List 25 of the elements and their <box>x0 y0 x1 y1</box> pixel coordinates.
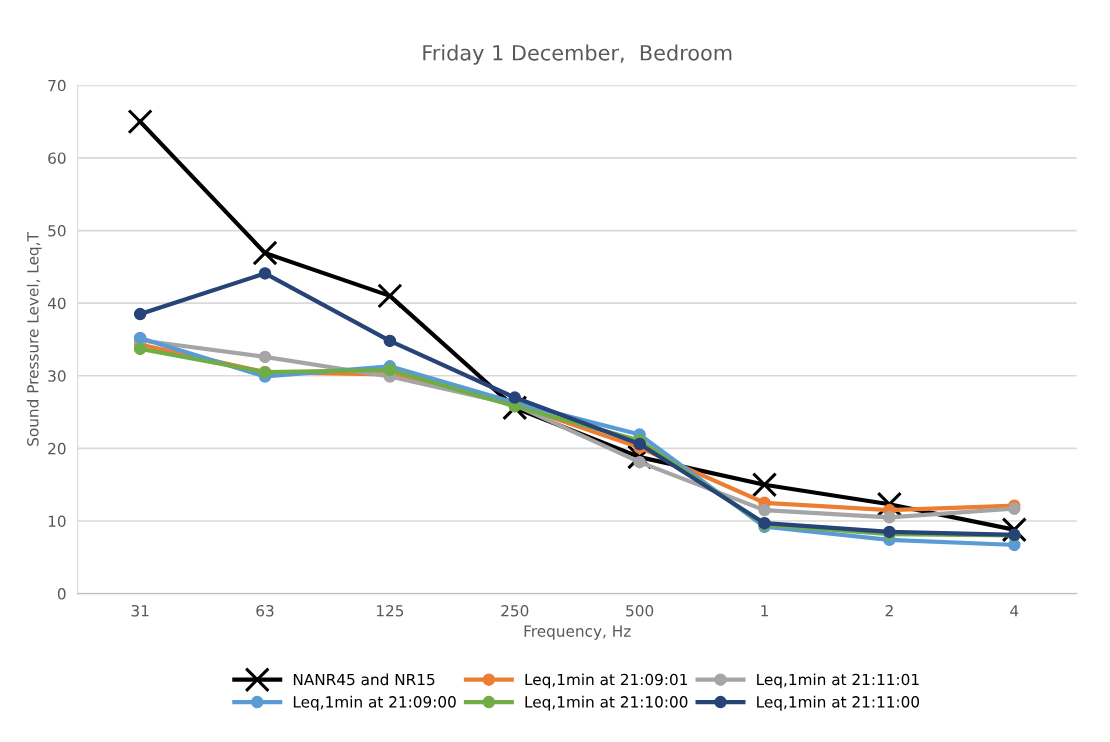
y-tick-label: 10 <box>48 515 66 528</box>
y-axis-title: Sound Pressure Level, Leq,T <box>26 232 42 446</box>
legend-label: Leq,1min at 21:11:01 <box>757 673 919 689</box>
x-tick-label: 4 <box>1010 605 1019 617</box>
chart-title: Friday 1 December, Bedroom <box>423 44 732 65</box>
legend-label: Leq,1min at 21:10:00 <box>525 695 688 711</box>
x-tick-label: 500 <box>626 604 654 617</box>
x-axis-title: Frequency, Hz <box>524 625 631 640</box>
legend-label: Leq,1min at 21:09:01 <box>525 673 688 689</box>
y-tick-label: 20 <box>48 442 66 455</box>
y-tick-label: 50 <box>48 225 66 237</box>
y-tick-label: 70 <box>48 79 66 92</box>
legend-label: NANR45 and NR15 <box>293 673 435 686</box>
y-tick-label: 60 <box>48 152 66 164</box>
y-tick-label: 30 <box>48 370 66 382</box>
legend-label: Leq,1min at 21:11:00 <box>757 695 920 711</box>
x-tick-label: 2 <box>885 604 893 617</box>
legend-label: Leq,1min at 21:09:00 <box>293 695 456 711</box>
x-tick-label: 125 <box>376 604 404 617</box>
y-tick-label: 0 <box>57 588 66 600</box>
x-tick-label: 250 <box>501 604 529 617</box>
y-tick-label: 40 <box>47 297 66 310</box>
x-tick-label: 31 <box>131 604 149 617</box>
x-tick-label: 1 <box>761 605 768 617</box>
x-tick-label: 63 <box>256 604 274 617</box>
